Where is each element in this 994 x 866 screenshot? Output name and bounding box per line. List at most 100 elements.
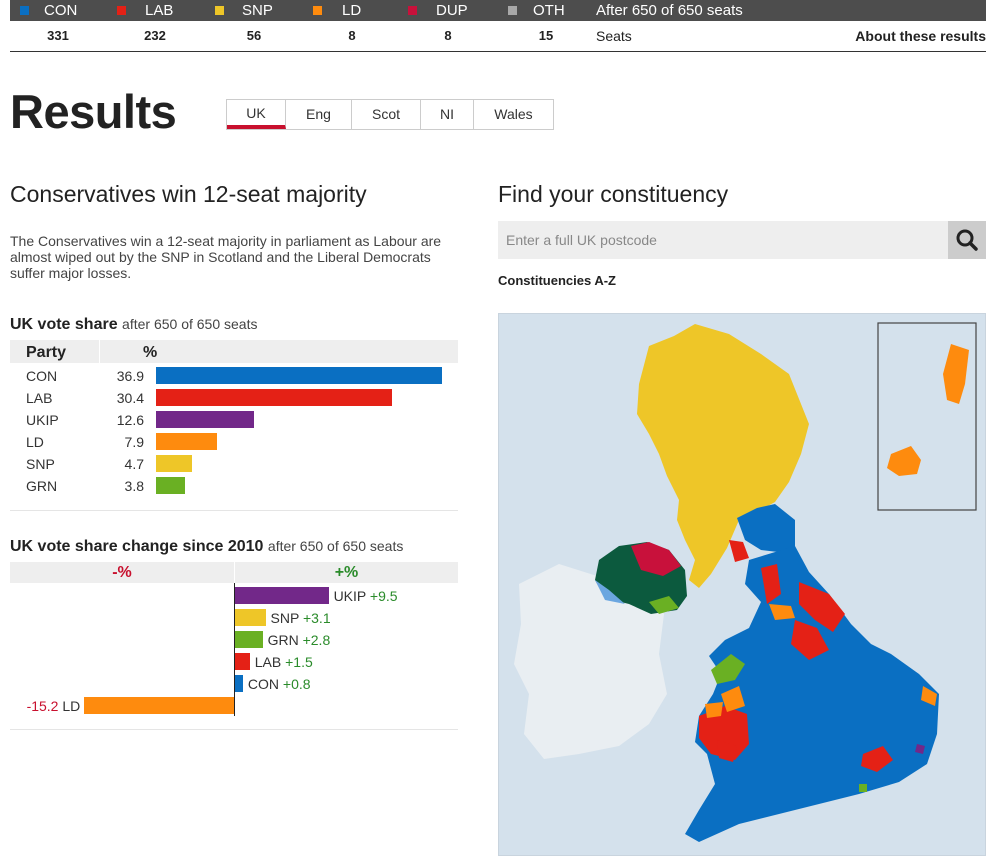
legend-lab: LAB <box>117 0 173 21</box>
vote-share-party: SNP <box>26 456 55 472</box>
vote-change-bar <box>235 609 266 626</box>
vote-share-value: 4.7 <box>124 456 144 472</box>
scotland-lab-area <box>729 540 749 562</box>
tab-uk[interactable]: UK <box>227 100 286 129</box>
snp-swatch <box>215 6 224 15</box>
tab-eng[interactable]: Eng <box>286 100 352 129</box>
vote-share-bar <box>156 367 442 384</box>
vote-change-title: UK vote share change since 2010 <box>10 538 264 555</box>
vote-share-row: UKIP 12.6 <box>10 410 458 432</box>
postcode-search <box>498 221 986 259</box>
grn-dot <box>859 784 867 792</box>
vote-share-party: LAB <box>26 390 53 406</box>
vote-share-bar <box>156 389 392 406</box>
vote-share-header: Party % <box>10 340 458 363</box>
seats-ld: 8 <box>348 28 356 43</box>
seats-label: Seats <box>596 28 632 44</box>
lab-swatch <box>117 6 126 15</box>
vote-change-label: CON +0.8 <box>248 676 311 692</box>
tab-scot[interactable]: Scot <box>352 100 421 129</box>
vote-share-value: 7.9 <box>124 434 144 450</box>
southwest-lab <box>717 740 737 762</box>
vote-change-value: +2.8 <box>302 632 331 648</box>
vote-change-party: GRN <box>267 632 299 648</box>
vote-share-value: 36.9 <box>116 368 144 384</box>
vote-change-header: -% +% <box>10 562 458 583</box>
legend-dup: DUP <box>408 0 468 21</box>
search-button[interactable] <box>948 221 986 259</box>
vote-share-party: LD <box>26 434 44 450</box>
about-results-link[interactable]: About these results <box>855 28 986 44</box>
page-title: Results <box>10 85 177 138</box>
vote-share-bar <box>156 433 218 450</box>
ni-green-area <box>649 596 679 614</box>
vote-change-bar <box>235 675 243 692</box>
vote-change-bar <box>235 631 263 648</box>
vote-share-bar <box>156 411 254 428</box>
ukip-dot <box>915 744 925 754</box>
seat-count-status: After 650 of 650 seats <box>596 2 743 19</box>
constituency-map[interactable] <box>498 313 986 856</box>
vote-share-title: UK vote share <box>10 316 118 333</box>
legend-snp: SNP <box>215 0 273 21</box>
divider <box>10 729 458 730</box>
seat-totals-row: 331 232 56 8 8 15 Seats About these resu… <box>10 21 986 52</box>
midlands-lab <box>791 620 829 660</box>
percent-column-header: % <box>143 344 158 361</box>
vote-share-value: 3.8 <box>124 478 144 494</box>
legend-dup-label: DUP <box>436 2 468 19</box>
legend-lab-label: LAB <box>145 2 174 19</box>
search-icon <box>956 229 978 251</box>
vote-change-label: UKIP +9.5 <box>334 588 398 604</box>
scotland-blue-borders <box>737 504 795 554</box>
vote-share-bar <box>156 455 193 472</box>
constituency-heading: Find your constituency <box>498 181 729 207</box>
vote-change-party: LAB <box>254 654 282 670</box>
negative-column-header: -% <box>112 564 132 581</box>
northwest-lab <box>761 564 781 604</box>
seat-summary-bar: CON LAB SNP LD DUP OTH After 650 of 650 … <box>10 0 986 21</box>
vote-change-label: LAB +1.5 <box>255 654 313 670</box>
legend-con: CON <box>20 0 77 21</box>
legend-oth: OTH <box>508 0 565 21</box>
vote-share-row: GRN 3.8 <box>10 476 458 498</box>
ni-lightblue-area <box>595 580 625 604</box>
vote-change-label: SNP +3.1 <box>271 610 331 626</box>
vote-change-value: +3.1 <box>302 610 331 626</box>
vote-share-row: SNP 4.7 <box>10 454 458 476</box>
vote-change-party: SNP <box>270 610 300 626</box>
vote-change-label: -15.2 LD <box>27 698 81 714</box>
con-swatch <box>20 6 29 15</box>
divider <box>10 510 458 511</box>
vote-change-bar <box>235 587 329 604</box>
ireland-landmass <box>514 564 667 759</box>
vote-share-value: 30.4 <box>116 390 144 406</box>
tab-ni[interactable]: NI <box>421 100 474 129</box>
seats-snp: 56 <box>246 28 262 43</box>
vote-change-bar <box>84 697 234 714</box>
seats-oth: 15 <box>538 28 554 43</box>
vote-change-value: -15.2 <box>26 698 59 714</box>
vote-change-party: UKIP <box>333 588 366 604</box>
legend-ld: LD <box>313 0 361 21</box>
tab-wales[interactable]: Wales <box>494 106 533 122</box>
legend-con-label: CON <box>44 2 78 19</box>
constituencies-az-link[interactable]: Constituencies A-Z <box>498 273 616 288</box>
wales-ld-area <box>721 686 745 712</box>
vote-change-label: GRN +2.8 <box>268 632 331 648</box>
legend-ld-label: LD <box>342 2 362 19</box>
vote-share-party: CON <box>26 368 58 384</box>
london-lab <box>861 746 893 772</box>
vote-share-bar <box>156 477 186 494</box>
nation-tabs: UK Eng Scot NI Wales <box>226 99 554 130</box>
scotland <box>637 324 809 588</box>
north-england-lab <box>799 582 845 632</box>
islands-inset-frame <box>877 322 977 511</box>
ld-southwest <box>705 702 723 718</box>
orkney-islands <box>887 446 921 476</box>
ni-dup-area <box>631 542 681 576</box>
postcode-input[interactable] <box>498 221 947 259</box>
vote-share-heading: UK vote share after 650 of 650 seats <box>10 316 257 334</box>
legend-snp-label: SNP <box>242 2 273 19</box>
ld-northwest <box>769 604 795 620</box>
